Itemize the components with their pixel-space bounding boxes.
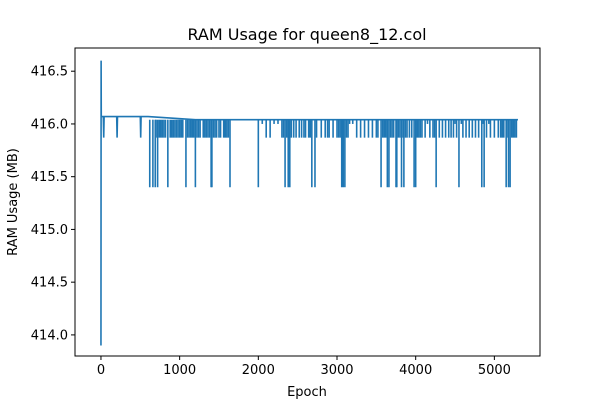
x-axis-label: Epoch	[287, 385, 327, 400]
y-tick-label: 416.0	[31, 117, 68, 132]
axes-frame	[74, 47, 541, 357]
series-line	[100, 60, 518, 346]
axis-ticks: 0 1000 2000 3000 4000 5000 414.0 414.5 415.0 415.…	[31, 65, 511, 378]
y-tick-label: 415.5	[31, 170, 68, 185]
y-tick-label: 416.5	[31, 65, 68, 80]
y-tick-label: 414.5	[31, 276, 68, 291]
x-tick-label: 1000	[163, 363, 196, 378]
y-tick-label: 415.0	[31, 223, 68, 238]
y-tick-label: 414.0	[31, 328, 68, 343]
y-axis-label: RAM Usage (MB)	[6, 148, 21, 256]
x-tick-label: 4000	[399, 363, 432, 378]
chart-title: RAM Usage for queen8_12.col	[187, 25, 426, 45]
x-tick-label: 5000	[478, 363, 511, 378]
x-tick-label: 3000	[320, 363, 353, 378]
x-tick-label: 0	[97, 363, 105, 378]
plot-area	[100, 60, 518, 346]
x-tick-label: 2000	[242, 363, 275, 378]
